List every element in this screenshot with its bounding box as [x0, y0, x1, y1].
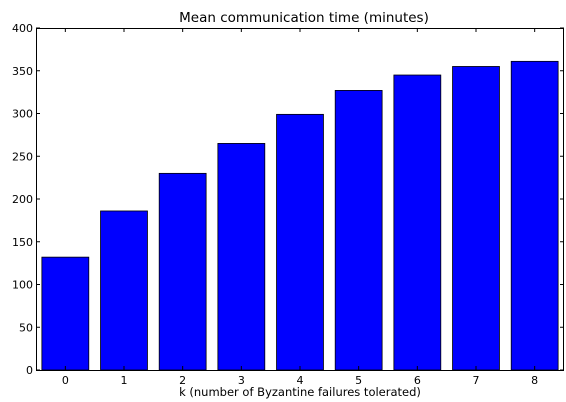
- x-axis-label: k (number of Byzantine failures tolerate…: [179, 385, 421, 399]
- x-tick-label: 8: [531, 374, 538, 387]
- y-tick-label: 0: [26, 364, 33, 377]
- bar-3: [217, 143, 266, 371]
- y-tick-label: 250: [12, 150, 33, 163]
- plot-frame: [36, 28, 564, 371]
- bar-5: [334, 90, 383, 371]
- y-tick-label: 400: [12, 22, 33, 35]
- bar-2: [158, 172, 207, 371]
- x-tick-label: 0: [62, 374, 69, 387]
- x-axis: 0 1 2 3 4 5 6 7 8: [62, 28, 538, 387]
- bars-group: [41, 60, 559, 371]
- x-tick-label: 2: [179, 374, 186, 387]
- bar-4: [276, 113, 324, 371]
- bar-0: [41, 256, 90, 371]
- x-tick-label: 6: [414, 374, 421, 387]
- y-tick-label: 350: [12, 65, 33, 78]
- bar-6: [393, 74, 442, 371]
- chart-title: Mean communication time (minutes): [179, 10, 429, 26]
- y-tick-label: 300: [12, 108, 33, 121]
- x-tick-label: 1: [121, 374, 128, 387]
- x-tick-label: 5: [355, 374, 362, 387]
- bar-1: [100, 210, 148, 371]
- bar-8: [510, 60, 559, 371]
- y-tick-label: 50: [19, 321, 33, 334]
- y-tick-label: 150: [12, 236, 33, 249]
- bar-7: [452, 66, 500, 371]
- x-tick-label: 7: [473, 374, 480, 387]
- x-tick-label: 3: [238, 374, 245, 387]
- y-tick-label: 200: [12, 193, 33, 206]
- x-tick-label: 4: [297, 374, 304, 387]
- y-tick-label: 100: [12, 279, 33, 292]
- y-axis: 0 50 100 150 200 250 300 350 400: [12, 22, 564, 377]
